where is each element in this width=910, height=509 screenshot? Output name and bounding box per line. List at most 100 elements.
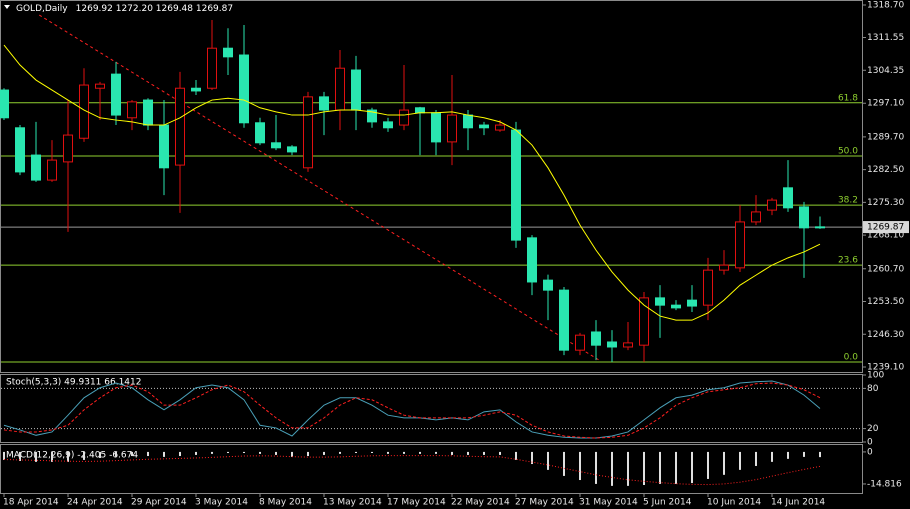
macd-bar	[467, 451, 469, 455]
macd-bar	[227, 451, 229, 453]
candle-body	[351, 69, 361, 111]
macd-bar	[83, 451, 85, 460]
y-tick-label: 100	[867, 371, 884, 381]
macd-bar	[19, 451, 21, 461]
macd-bar	[115, 451, 117, 457]
y-tick-label: 0	[867, 438, 873, 448]
candle-body	[815, 226, 825, 229]
x-tick-label: 29 Apr 2014	[131, 498, 187, 508]
ohlc: 1269.92 1272.20 1269.48 1269.87	[76, 4, 233, 14]
macd-bar	[707, 451, 709, 479]
panel-borders	[0, 0, 863, 494]
y-tick-label: 1304.35	[867, 66, 904, 76]
y-tick-label: -14.816	[867, 479, 902, 489]
candle-body	[479, 124, 489, 129]
x-tick-label: 13 May 2014	[323, 498, 382, 508]
y-tick-label: 1246.30	[867, 330, 904, 340]
signal-line	[3, 382, 821, 439]
main-line	[3, 380, 821, 439]
candle-body	[95, 83, 105, 89]
y-tick-label: 1282.50	[867, 165, 904, 175]
macd-bar	[627, 451, 629, 486]
macd-bar	[99, 451, 101, 458]
candle-body	[303, 96, 313, 169]
macd-bar	[787, 451, 789, 459]
candle-body	[431, 112, 441, 143]
macd-bar	[723, 451, 725, 475]
macd-bar	[483, 451, 485, 455]
candle-body	[191, 87, 201, 92]
x-tick-label: 10 Jun 2014	[707, 498, 761, 508]
macd-panel	[0, 444, 863, 494]
candle-body	[47, 159, 57, 181]
y-tick-label: 1268.10	[867, 231, 904, 241]
symbol: GOLD,Daily	[16, 4, 68, 14]
macd-bar	[739, 451, 741, 470]
y-tick-label: 1275.30	[867, 198, 904, 208]
y-tick-label: 0	[867, 447, 873, 457]
candle-body	[591, 331, 601, 346]
macd-bar	[563, 451, 565, 476]
macd-bar	[35, 451, 37, 462]
y-tick-label: 20	[867, 424, 879, 434]
fib-label: 50.0	[838, 146, 858, 156]
macd-bar	[419, 451, 421, 454]
candle-body	[671, 304, 681, 309]
macd-bar	[675, 451, 677, 484]
trendline	[38, 14, 600, 361]
candle-body	[335, 67, 345, 111]
candle-body	[703, 269, 713, 306]
x-tick-label: 5 Jun 2014	[643, 498, 692, 508]
candle-body	[31, 154, 41, 181]
macd-bar	[275, 451, 277, 455]
macd-bar	[211, 451, 213, 454]
menu-triangle	[4, 5, 10, 9]
macd-bar	[3, 451, 5, 460]
x-tick-label: 8 May 2014	[259, 498, 312, 508]
macd-bar	[179, 451, 181, 457]
y-tick-label: 1297.10	[867, 99, 904, 109]
candle-body	[79, 84, 89, 139]
candle-body	[575, 334, 585, 351]
candle-body	[447, 114, 457, 143]
x-tick-label: 31 May 2014	[579, 498, 638, 508]
macd-bar	[355, 451, 357, 453]
candle-body	[623, 342, 633, 348]
macd-bar	[323, 451, 325, 455]
candle-body	[111, 73, 121, 116]
macd-bar	[499, 451, 501, 455]
candle-body	[0, 89, 9, 119]
macd-bar	[659, 451, 661, 484]
macd-bar	[147, 451, 149, 457]
macd-bar	[435, 451, 437, 454]
chart-title: GOLD,Daily 1269.92 1272.20 1269.48 1269.8…	[16, 4, 233, 14]
stoch-title: Stoch(5,3,3) 49.9311 66.1412	[6, 378, 141, 388]
candle-body	[543, 279, 553, 291]
candle-body	[399, 109, 409, 126]
macd-bar	[755, 451, 757, 466]
macd-bar	[387, 451, 389, 454]
macd-bar	[819, 451, 821, 458]
candle-body	[63, 134, 73, 163]
x-tick-label: 18 Apr 2014	[3, 498, 59, 508]
macd-bar	[243, 451, 245, 453]
macd-bar	[579, 451, 581, 481]
macd-bar	[547, 451, 549, 470]
stoch-panel	[0, 374, 863, 443]
x-tick-label: 14 Jun 2014	[771, 498, 825, 508]
signal-line	[3, 455, 821, 486]
candle-body	[415, 107, 425, 114]
macd-bar	[643, 451, 645, 485]
macd-bar	[771, 451, 773, 462]
fib-label: 61.8	[838, 93, 858, 103]
macd-bar	[691, 451, 693, 484]
candle-body	[223, 47, 233, 58]
candle-body	[495, 124, 505, 131]
candle-body	[463, 114, 473, 129]
candle-body	[719, 264, 729, 271]
macd-bar	[371, 451, 373, 453]
candle-body	[207, 47, 217, 89]
candle-body	[15, 127, 25, 173]
candle-body	[143, 99, 153, 126]
